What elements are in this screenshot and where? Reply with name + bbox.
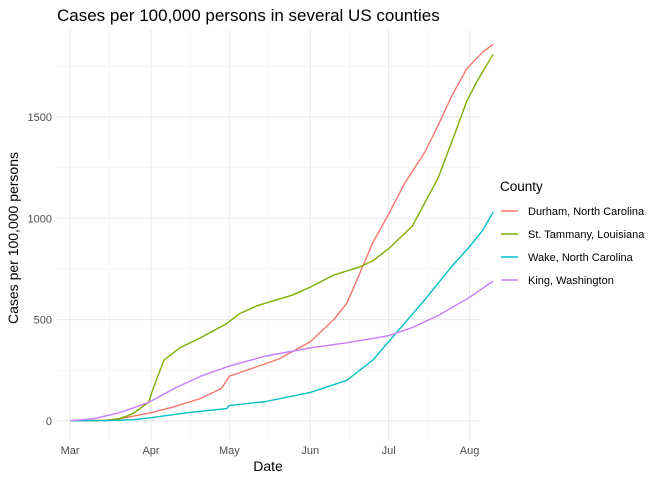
series-lines xyxy=(70,43,494,422)
legend: County Durham, North Carolina St. Tammany… xyxy=(500,179,645,287)
legend-label-3: Wake, North Carolina xyxy=(528,252,634,264)
y-axis-title: Cases per 100,000 persons xyxy=(5,152,21,324)
y-axis-ticks: 0 500 1000 1500 xyxy=(28,112,52,428)
y-tick-label: 1500 xyxy=(28,112,52,124)
x-tick-label: Aug xyxy=(460,445,480,457)
x-tick-label: Jul xyxy=(382,445,396,457)
y-tick-label: 500 xyxy=(34,315,52,327)
x-tick-label: Apr xyxy=(142,445,159,457)
series-line-3 xyxy=(70,211,494,422)
legend-label-2: St. Tammany, Louisiana xyxy=(528,229,645,241)
major-gridlines xyxy=(57,30,480,440)
x-tick-label: May xyxy=(219,445,240,457)
x-tick-label: Mar xyxy=(61,445,80,457)
minor-gridlines xyxy=(57,30,480,440)
legend-label-4: King, Washington xyxy=(528,275,614,287)
chart-title: Cases per 100,000 persons in several US … xyxy=(57,6,440,25)
x-tick-label: Jun xyxy=(301,445,319,457)
series-line-2 xyxy=(70,53,494,422)
series-line-4 xyxy=(70,280,494,422)
y-tick-label: 0 xyxy=(46,416,52,428)
legend-label-1: Durham, North Carolina xyxy=(528,206,645,218)
series-line-1 xyxy=(70,43,494,422)
x-axis-title: Date xyxy=(253,458,283,474)
x-axis-ticks: Mar Apr May Jun Jul Aug xyxy=(61,445,480,457)
legend-title: County xyxy=(500,179,543,194)
y-tick-label: 1000 xyxy=(28,213,52,225)
